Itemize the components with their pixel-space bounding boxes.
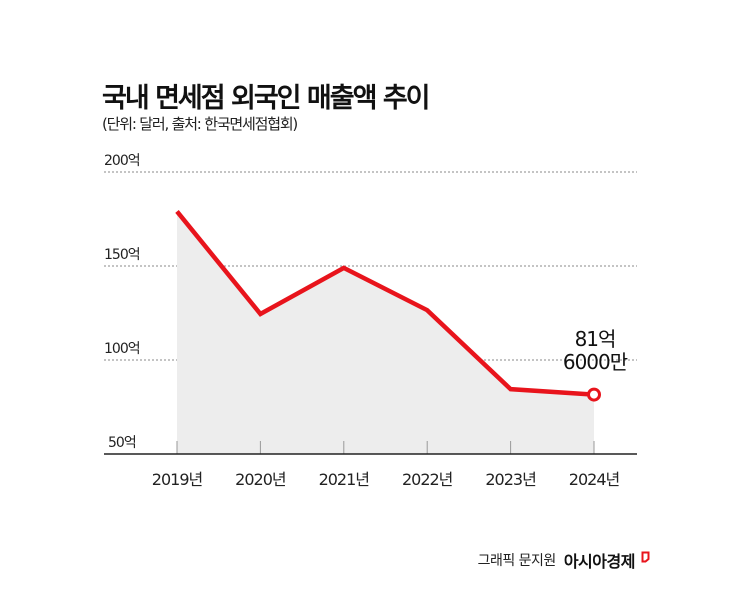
area-fill: [177, 211, 594, 454]
y-tick-label: 50억: [108, 435, 137, 451]
chart-title: 국내 면세점 외국인 매출액 추이: [102, 83, 431, 114]
y-tick-label: 150억: [104, 247, 141, 263]
callout-line2: 6000만: [562, 350, 628, 374]
last-value-callout: 81억 6000만: [552, 328, 638, 374]
brand-mark-icon: [641, 551, 650, 563]
y-tick-label: 100억: [104, 341, 141, 357]
x-tick-label: 2024년: [568, 470, 620, 489]
x-tick-label: 2022년: [401, 470, 453, 489]
y-tick-label: 200억: [104, 153, 141, 169]
brand-name: 아시아경제: [563, 552, 636, 571]
graphic-credit: 그래픽 문지원: [477, 553, 557, 569]
callout-line1: 81억: [574, 327, 617, 351]
brand-logo: 아시아경제: [564, 548, 650, 572]
x-tick-label: 2019년: [151, 470, 203, 489]
footer: 그래픽 문지원 아시아경제: [478, 548, 650, 572]
x-tick-label: 2021년: [318, 470, 370, 489]
endpoint-marker: [587, 387, 601, 402]
chart-subtitle: (단위: 달러, 출처: 한국면세점협회): [102, 115, 298, 133]
x-axis-ticks: [176, 441, 595, 454]
x-tick-label: 2023년: [485, 470, 536, 489]
data-line: [175, 210, 595, 397]
x-tick-label: 2020년: [235, 470, 286, 489]
